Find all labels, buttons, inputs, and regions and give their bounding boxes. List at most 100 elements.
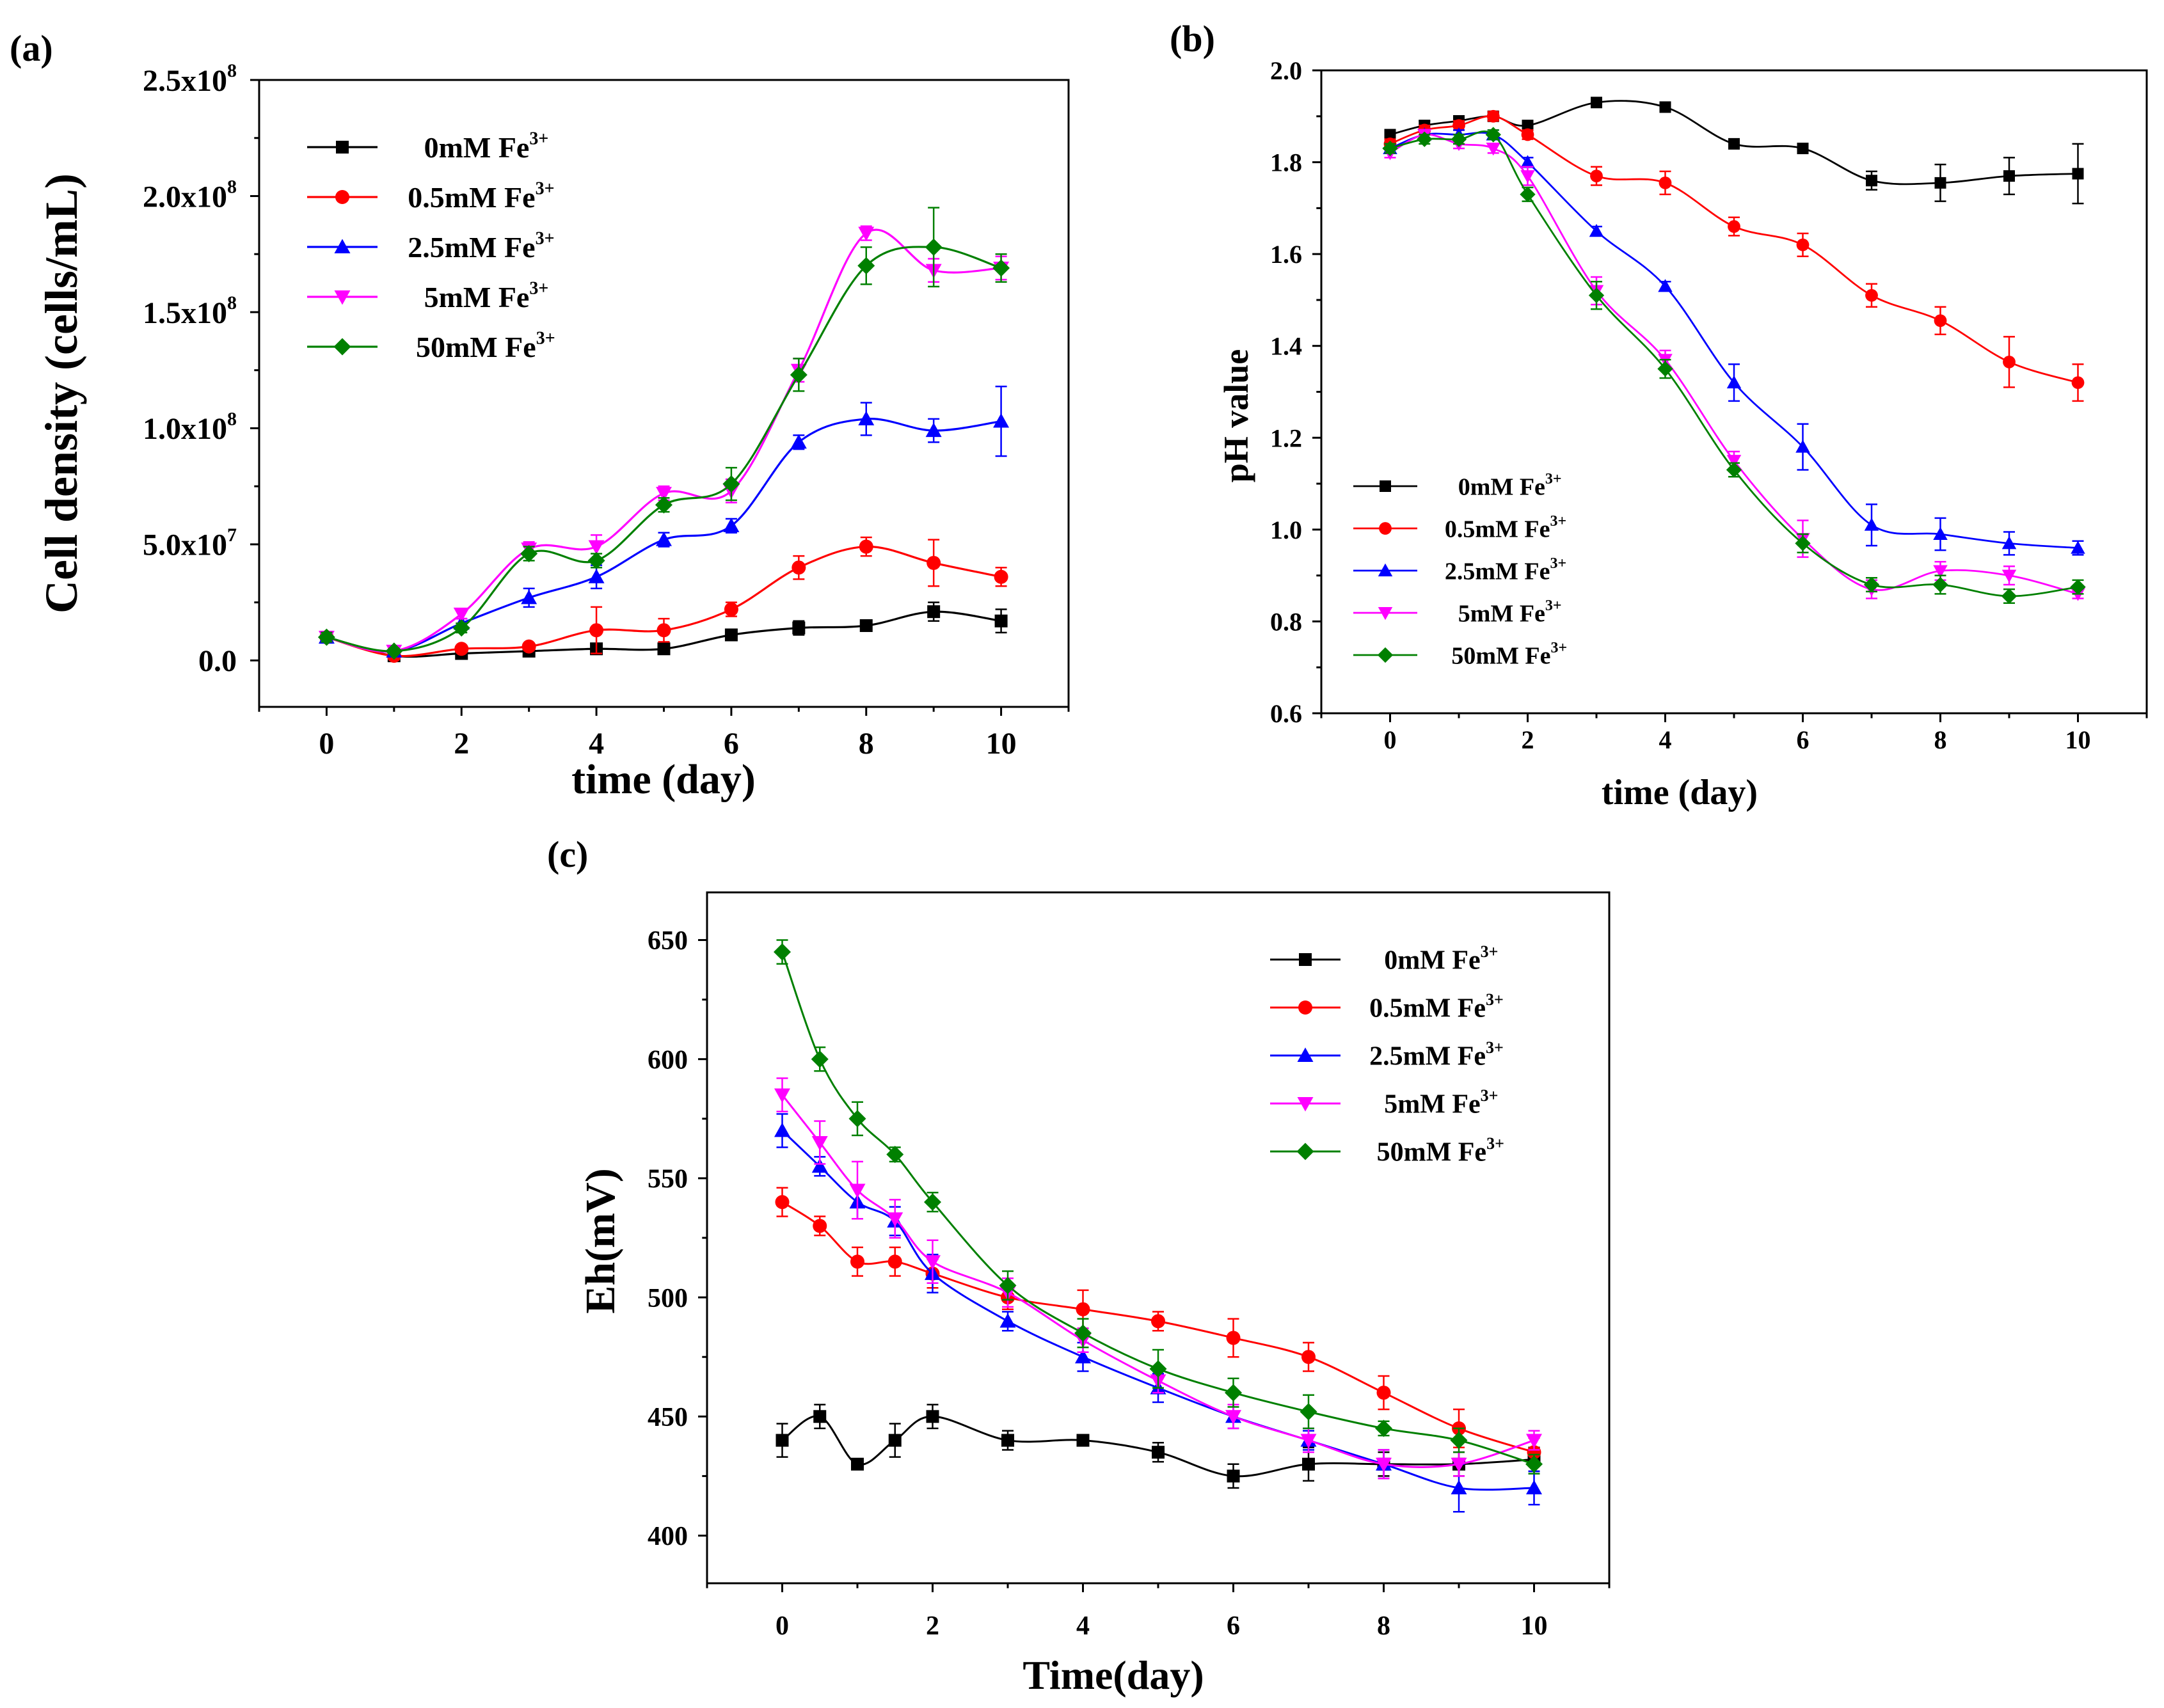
y-tick-exponent: 8 bbox=[227, 177, 237, 198]
series-circle bbox=[775, 1187, 1541, 1467]
data-point bbox=[992, 259, 1010, 277]
data-point bbox=[1933, 526, 1948, 541]
legend-name: 0mM Fe bbox=[1458, 473, 1545, 500]
y-tick-base: 1.6 bbox=[1270, 240, 1302, 269]
data-point bbox=[1076, 1434, 1090, 1447]
data-point bbox=[1226, 1331, 1241, 1345]
x-tick-label: 8 bbox=[859, 727, 874, 761]
x-tick-label: 6 bbox=[1227, 1611, 1240, 1641]
legend-entry: 50mM Fe3+ bbox=[1353, 640, 1567, 669]
y-tick-base: 0.0 bbox=[198, 644, 237, 678]
y-tick-label: 0.6 bbox=[1270, 699, 1302, 728]
y-tick-label: 0.8 bbox=[1270, 607, 1302, 636]
legend-superscript: 3+ bbox=[1545, 471, 1562, 487]
data-point bbox=[452, 619, 470, 637]
series-line bbox=[1389, 115, 2078, 384]
data-point bbox=[1521, 128, 1534, 141]
legend-entry: 0mM Fe3+ bbox=[307, 129, 548, 164]
data-point bbox=[1527, 1445, 1541, 1460]
panel-b-legend: 0mM Fe3+0.5mM Fe3+2.5mM Fe3+5mM Fe3+50mM… bbox=[1353, 471, 1567, 669]
x-tick-label: 8 bbox=[1934, 725, 1947, 754]
data-point bbox=[656, 487, 672, 502]
data-point bbox=[722, 475, 740, 493]
data-point bbox=[1300, 1434, 1317, 1449]
data-point bbox=[1076, 1302, 1090, 1317]
data-point bbox=[1301, 1350, 1316, 1364]
data-point bbox=[790, 434, 807, 449]
data-point bbox=[2003, 170, 2015, 182]
data-point bbox=[1932, 576, 1948, 593]
y-tick-base: 1.0x10 bbox=[143, 412, 227, 446]
data-point bbox=[1728, 138, 1740, 150]
data-point bbox=[520, 544, 538, 562]
data-point bbox=[588, 540, 605, 555]
legend-label: 50mM Fe3+ bbox=[1451, 640, 1567, 669]
y-tick-base: 2.0 bbox=[1270, 56, 1302, 85]
legend-entry: 5mM Fe3+ bbox=[1353, 597, 1562, 627]
data-point bbox=[1526, 1434, 1542, 1449]
data-point bbox=[790, 366, 808, 384]
data-point bbox=[1657, 361, 1673, 377]
legend-name: 50mM Fe bbox=[416, 331, 536, 363]
legend-superscript: 3+ bbox=[1481, 942, 1499, 961]
panel-a: (a) 0 2 4 6 8 10 0.05.0x1071.0x1081.5x1082.0x… bbox=[10, 28, 1070, 803]
data-point bbox=[317, 628, 335, 646]
data-point bbox=[859, 619, 873, 632]
legend-name: 50mM Fe bbox=[1377, 1138, 1486, 1167]
data-point bbox=[1866, 175, 1877, 187]
data-point bbox=[792, 560, 806, 575]
data-point bbox=[924, 1193, 941, 1211]
data-point bbox=[858, 226, 875, 242]
data-point bbox=[925, 238, 943, 256]
y-tick-base: 650 bbox=[648, 926, 688, 956]
panel-b-label: (b) bbox=[1170, 18, 1215, 59]
x-tick-label: 0 bbox=[319, 727, 334, 761]
y-tick-label: 1.8 bbox=[1270, 148, 1302, 177]
legend-marker bbox=[334, 239, 351, 253]
series-square bbox=[776, 1404, 1541, 1489]
x-tick-label: 0 bbox=[776, 1611, 789, 1641]
legend-superscript: 3+ bbox=[1550, 640, 1567, 656]
legend-label: 2.5mM Fe3+ bbox=[408, 228, 554, 264]
legend-marker bbox=[1378, 607, 1393, 621]
panel-b-x-title: time (day) bbox=[1602, 773, 1758, 812]
data-point bbox=[927, 555, 941, 570]
panel-c-x-title: Time(day) bbox=[1022, 1652, 1204, 1698]
series-diamond bbox=[1382, 127, 2086, 605]
legend-marker bbox=[1380, 480, 1391, 492]
legend-label: 0.5mM Fe3+ bbox=[408, 178, 554, 214]
data-point bbox=[1795, 439, 1810, 453]
x-tick-label: 2 bbox=[926, 1611, 939, 1641]
y-tick-base: 2.5x10 bbox=[143, 64, 227, 98]
data-point bbox=[811, 1136, 828, 1151]
x-tick-label: 4 bbox=[1076, 1611, 1090, 1641]
y-tick-label: 450 bbox=[648, 1403, 688, 1432]
legend-marker bbox=[1299, 953, 1312, 966]
legend-name: 2.5mM Fe bbox=[1445, 558, 1550, 585]
legend-label: 0mM Fe3+ bbox=[424, 129, 549, 164]
legend-name: 0mM Fe bbox=[424, 131, 530, 164]
y-tick-base: 1.4 bbox=[1270, 332, 1302, 361]
panel-a-x-ticks: 0 2 4 6 8 10 bbox=[258, 707, 1070, 761]
data-point bbox=[1486, 109, 1500, 123]
data-point bbox=[887, 1254, 902, 1269]
data-point bbox=[776, 1434, 789, 1447]
series-diamond bbox=[774, 939, 1543, 1475]
data-point bbox=[1934, 177, 1946, 189]
legend-entry: 0.5mM Fe3+ bbox=[1353, 513, 1566, 542]
legend-entry: 5mM Fe3+ bbox=[1270, 1086, 1498, 1119]
y-tick-label: 1.0 bbox=[1270, 516, 1302, 544]
data-point bbox=[811, 1050, 829, 1068]
data-point bbox=[1074, 1324, 1092, 1342]
legend-label: 0.5mM Fe3+ bbox=[1369, 990, 1504, 1024]
panel-c-x-ticks: 0 2 4 6 8 10 bbox=[706, 1583, 1611, 1641]
panel-c-legend: 0mM Fe3+0.5mM Fe3+2.5mM Fe3+5mM Fe3+50mM… bbox=[1270, 942, 1504, 1167]
data-point bbox=[857, 257, 875, 274]
y-tick-label: 600 bbox=[648, 1045, 688, 1075]
data-point bbox=[1864, 518, 1879, 531]
legend-entry: 2.5mM Fe3+ bbox=[1270, 1038, 1504, 1071]
data-point bbox=[999, 1276, 1017, 1294]
legend-label: 0mM Fe3+ bbox=[1458, 471, 1562, 500]
legend-marker bbox=[1378, 563, 1393, 576]
data-point bbox=[521, 639, 536, 654]
